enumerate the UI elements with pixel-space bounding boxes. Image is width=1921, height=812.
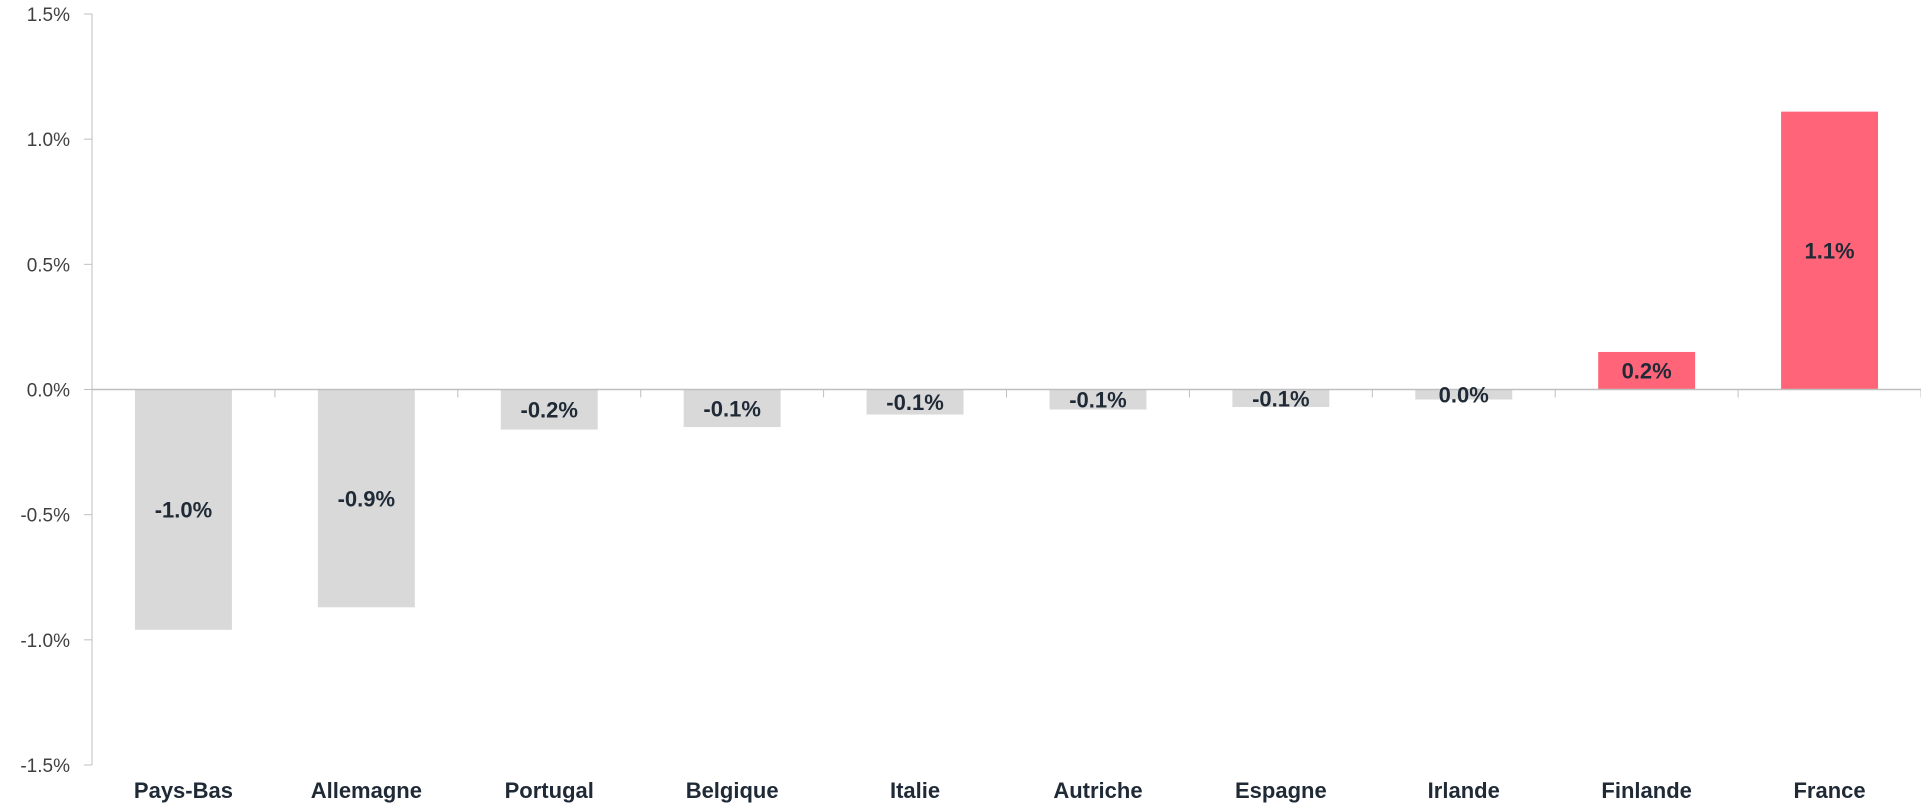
y-tick-label: 0.0% [27, 381, 70, 402]
data-label: -0.1% [703, 396, 760, 421]
bar-espagne [1232, 389, 1330, 408]
bar-belgique [683, 389, 781, 428]
bars-group [134, 111, 1879, 630]
bar-pays-bas [134, 389, 232, 630]
data-labels-group: -1.0% -0.9% -0.2% -0.1% -0.1% -0.1% -0.1% 0.0% 0… [155, 239, 1855, 523]
data-label: -0.9% [338, 486, 395, 511]
data-label: 0.0% [1439, 383, 1489, 408]
category-label: Belgique [686, 778, 779, 803]
y-tick-label: 1.5% [27, 5, 70, 26]
y-tick-label: -1.5% [20, 756, 70, 777]
y-tick-label: -0.5% [20, 506, 70, 527]
category-label: France [1793, 778, 1865, 803]
category-label: Allemagne [311, 778, 422, 803]
bar-autriche [1049, 389, 1147, 410]
y-tick-label: 1.0% [27, 130, 70, 151]
x-axis: Pays-Bas Allemagne Portugal Belgique Italie A… [92, 388, 1921, 803]
y-tick-label: 0.5% [27, 255, 70, 276]
category-label: Portugal [505, 778, 594, 803]
bar-portugal [500, 389, 598, 430]
data-label: 1.1% [1804, 239, 1854, 264]
bar-irlande [1415, 389, 1513, 400]
data-label: -0.1% [1069, 388, 1126, 413]
category-label: Irlande [1428, 778, 1500, 803]
y-tick-label: -1.0% [20, 631, 70, 652]
y-axis: 1.5% 1.0% 0.5% 0.0% -0.5% -1.0% -1.5% [20, 5, 93, 777]
data-label: -0.2% [521, 398, 578, 423]
category-label: Finlande [1601, 778, 1691, 803]
category-label: Pays-Bas [134, 778, 233, 803]
bar-finlande [1598, 351, 1696, 390]
bar-italie [866, 389, 964, 415]
category-label: Italie [890, 778, 940, 803]
data-label: -1.0% [155, 498, 212, 523]
category-label: Autriche [1053, 778, 1142, 803]
bar-allemagne [317, 389, 415, 608]
bar-france [1781, 111, 1879, 390]
data-label: -0.1% [1252, 386, 1309, 411]
data-label: -0.1% [886, 390, 943, 415]
category-label: Espagne [1235, 778, 1327, 803]
data-label: 0.2% [1622, 359, 1672, 384]
